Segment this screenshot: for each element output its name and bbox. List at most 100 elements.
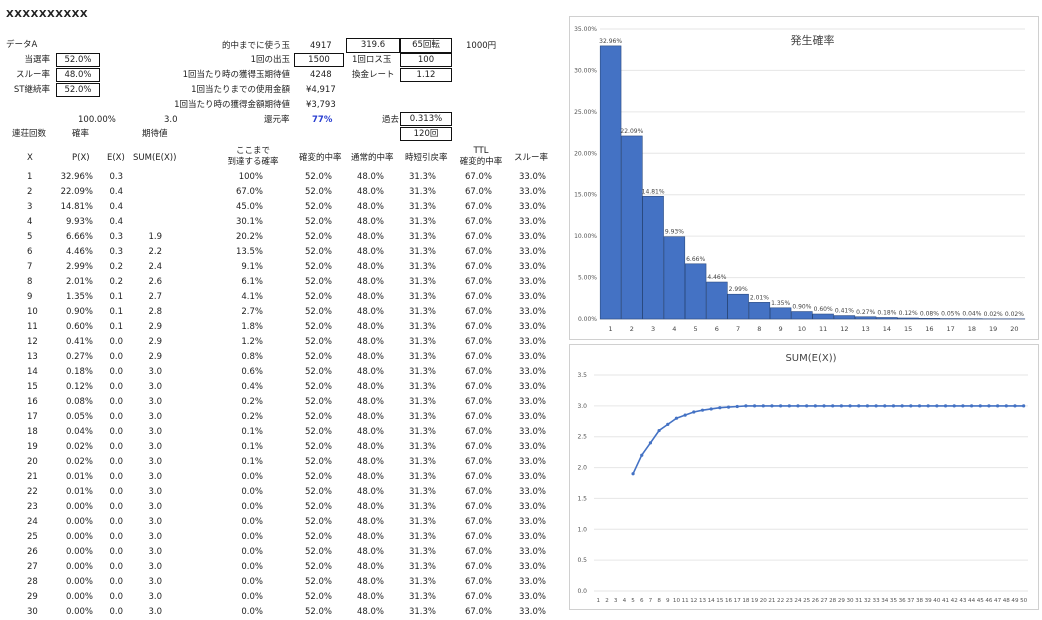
cell-ttl[interactable]: 67.0% (450, 545, 492, 560)
cell-reach[interactable]: 0.0% (215, 470, 263, 485)
bar[interactable] (728, 294, 749, 319)
cell-kakuhen[interactable]: 52.0% (290, 470, 332, 485)
cell-kakuhen[interactable]: 52.0% (290, 320, 332, 335)
cell-jitan[interactable]: 31.3% (394, 410, 436, 425)
cell-ex[interactable]: 0.0 (98, 365, 123, 380)
cell-reach[interactable]: 0.1% (215, 440, 263, 455)
cell-through[interactable]: 33.0% (504, 605, 546, 620)
cell-ex[interactable]: 0.0 (98, 560, 123, 575)
data-point[interactable] (961, 404, 964, 407)
cell-normal[interactable]: 48.0% (342, 170, 384, 185)
cell-kakuhen[interactable]: 52.0% (290, 380, 332, 395)
cell-px[interactable]: 0.01% (55, 470, 93, 485)
cell-jitan[interactable]: 31.3% (394, 260, 436, 275)
cell-kakuhen[interactable]: 52.0% (290, 215, 332, 230)
cell-px[interactable]: 0.00% (55, 530, 93, 545)
cell-ttl[interactable]: 67.0% (450, 560, 492, 575)
data-point[interactable] (875, 404, 878, 407)
cell-normal[interactable]: 48.0% (342, 350, 384, 365)
cell-jitan[interactable]: 31.3% (394, 245, 436, 260)
cell-ex[interactable]: 0.4 (98, 215, 123, 230)
cell-x[interactable]: 13 (27, 350, 47, 365)
cell-reach[interactable]: 6.1% (215, 275, 263, 290)
cell-jitan[interactable]: 31.3% (394, 440, 436, 455)
cell-through[interactable]: 33.0% (504, 470, 546, 485)
cell-x[interactable]: 22 (27, 485, 47, 500)
cell-x[interactable]: 8 (27, 275, 47, 290)
cell-jitan[interactable]: 31.3% (394, 320, 436, 335)
cell-kakuhen[interactable]: 52.0% (290, 290, 332, 305)
bar[interactable] (685, 264, 706, 319)
cell-reach[interactable]: 0.0% (215, 575, 263, 590)
cell-kakuhen[interactable]: 52.0% (290, 425, 332, 440)
cell-reach[interactable]: 0.2% (215, 410, 263, 425)
cell-jitan[interactable]: 31.3% (394, 170, 436, 185)
cell-sum[interactable]: 3.0 (130, 575, 162, 590)
data-point[interactable] (883, 404, 886, 407)
cell-reach[interactable]: 0.4% (215, 380, 263, 395)
cell-jitan[interactable]: 31.3% (394, 200, 436, 215)
cell-reach[interactable]: 1.2% (215, 335, 263, 350)
cell-ttl[interactable]: 67.0% (450, 365, 492, 380)
cell-jitan[interactable]: 31.3% (394, 215, 436, 230)
cell-normal[interactable]: 48.0% (342, 185, 384, 200)
cell-kakuhen[interactable]: 52.0% (290, 545, 332, 560)
bar[interactable] (834, 316, 855, 319)
cell-sum[interactable]: 3.0 (130, 485, 162, 500)
cell-normal[interactable]: 48.0% (342, 200, 384, 215)
data-point[interactable] (753, 404, 756, 407)
cell-jitan[interactable]: 31.3% (394, 365, 436, 380)
cell-kakuhen[interactable]: 52.0% (290, 260, 332, 275)
cell-through[interactable]: 33.0% (504, 485, 546, 500)
cell-ex[interactable]: 0.0 (98, 530, 123, 545)
cell-x[interactable]: 7 (27, 260, 47, 275)
data-point[interactable] (762, 404, 765, 407)
cell-through[interactable]: 33.0% (504, 380, 546, 395)
bar[interactable] (643, 196, 664, 319)
cell-ex[interactable]: 0.0 (98, 350, 123, 365)
data-point[interactable] (796, 404, 799, 407)
cell-through[interactable]: 33.0% (504, 305, 546, 320)
cell-kakuhen[interactable]: 52.0% (290, 575, 332, 590)
cell-through[interactable]: 33.0% (504, 230, 546, 245)
data-point[interactable] (979, 404, 982, 407)
cell-reach[interactable]: 67.0% (215, 185, 263, 200)
cell-reach[interactable]: 13.5% (215, 245, 263, 260)
cell-sum[interactable]: 3.0 (130, 365, 162, 380)
cell-normal[interactable]: 48.0% (342, 530, 384, 545)
past-count[interactable]: 120回 (400, 127, 452, 141)
cell-ex[interactable]: 0.3 (98, 170, 123, 185)
cell-kakuhen[interactable]: 52.0% (290, 200, 332, 215)
cell-kakuhen[interactable]: 52.0% (290, 440, 332, 455)
cell-reach[interactable]: 0.0% (215, 515, 263, 530)
cell-kakuhen[interactable]: 52.0% (290, 230, 332, 245)
data-point[interactable] (918, 404, 921, 407)
data-point[interactable] (718, 406, 721, 409)
data-point[interactable] (779, 404, 782, 407)
cell-jitan[interactable]: 31.3% (394, 350, 436, 365)
param-value-st-rate[interactable]: 52.0% (56, 83, 100, 97)
cell-ex[interactable]: 0.0 (98, 380, 123, 395)
cell-through[interactable]: 33.0% (504, 560, 546, 575)
cell-reach[interactable]: 20.2% (215, 230, 263, 245)
cell-ex[interactable]: 0.0 (98, 395, 123, 410)
cell-ttl[interactable]: 67.0% (450, 530, 492, 545)
cell-normal[interactable]: 48.0% (342, 590, 384, 605)
cell-reach[interactable]: 0.0% (215, 530, 263, 545)
cell-normal[interactable]: 48.0% (342, 575, 384, 590)
cell-sum[interactable]: 3.0 (130, 605, 162, 620)
cell-x[interactable]: 11 (27, 320, 47, 335)
bar[interactable] (919, 318, 940, 319)
cell-px[interactable]: 0.00% (55, 560, 93, 575)
cell-sum[interactable]: 3.0 (130, 560, 162, 575)
cell-x[interactable]: 10 (27, 305, 47, 320)
cell-px[interactable]: 9.93% (55, 215, 93, 230)
data-point[interactable] (736, 405, 739, 408)
cell-through[interactable]: 33.0% (504, 425, 546, 440)
cell-sum[interactable]: 2.9 (130, 320, 162, 335)
cell-kakuhen[interactable]: 52.0% (290, 455, 332, 470)
data-point[interactable] (848, 404, 851, 407)
cell-x[interactable]: 5 (27, 230, 47, 245)
cell-through[interactable]: 33.0% (504, 500, 546, 515)
cell-px[interactable]: 0.02% (55, 440, 93, 455)
